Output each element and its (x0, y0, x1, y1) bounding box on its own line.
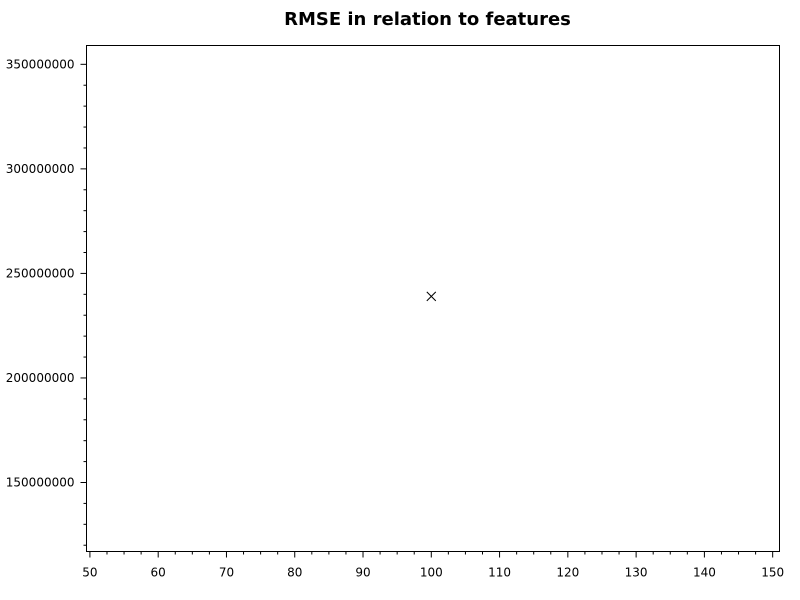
y-tick-label: 250000000 (6, 266, 75, 280)
x-tick-label: 80 (287, 566, 302, 580)
x-tick-label: 110 (488, 566, 511, 580)
x-tick-label: 50 (82, 566, 97, 580)
y-tick-label: 350000000 (6, 57, 75, 71)
x-tick-label: 150 (761, 566, 784, 580)
x-tick-label: 90 (355, 566, 370, 580)
y-tick-label: 300000000 (6, 162, 75, 176)
y-tick-label: 150000000 (6, 476, 75, 490)
x-tick-label: 100 (420, 566, 443, 580)
x-tick-label: 120 (556, 566, 579, 580)
x-tick-label: 130 (625, 566, 648, 580)
x-tick-label: 140 (693, 566, 716, 580)
x-tick-label: 60 (151, 566, 166, 580)
x-axis: 50 60 70 80 90 100 110 120 130 140 150 (82, 551, 784, 580)
x-tick-label: 70 (219, 566, 234, 580)
y-tick-label: 200000000 (6, 371, 75, 385)
chart-title: RMSE in relation to features (284, 9, 571, 30)
scatter-points (426, 291, 437, 302)
y-axis: 150000000 200000000 250000000 300000000 3500… (6, 57, 87, 546)
plot-frame (86, 45, 780, 552)
data-point (426, 291, 437, 302)
